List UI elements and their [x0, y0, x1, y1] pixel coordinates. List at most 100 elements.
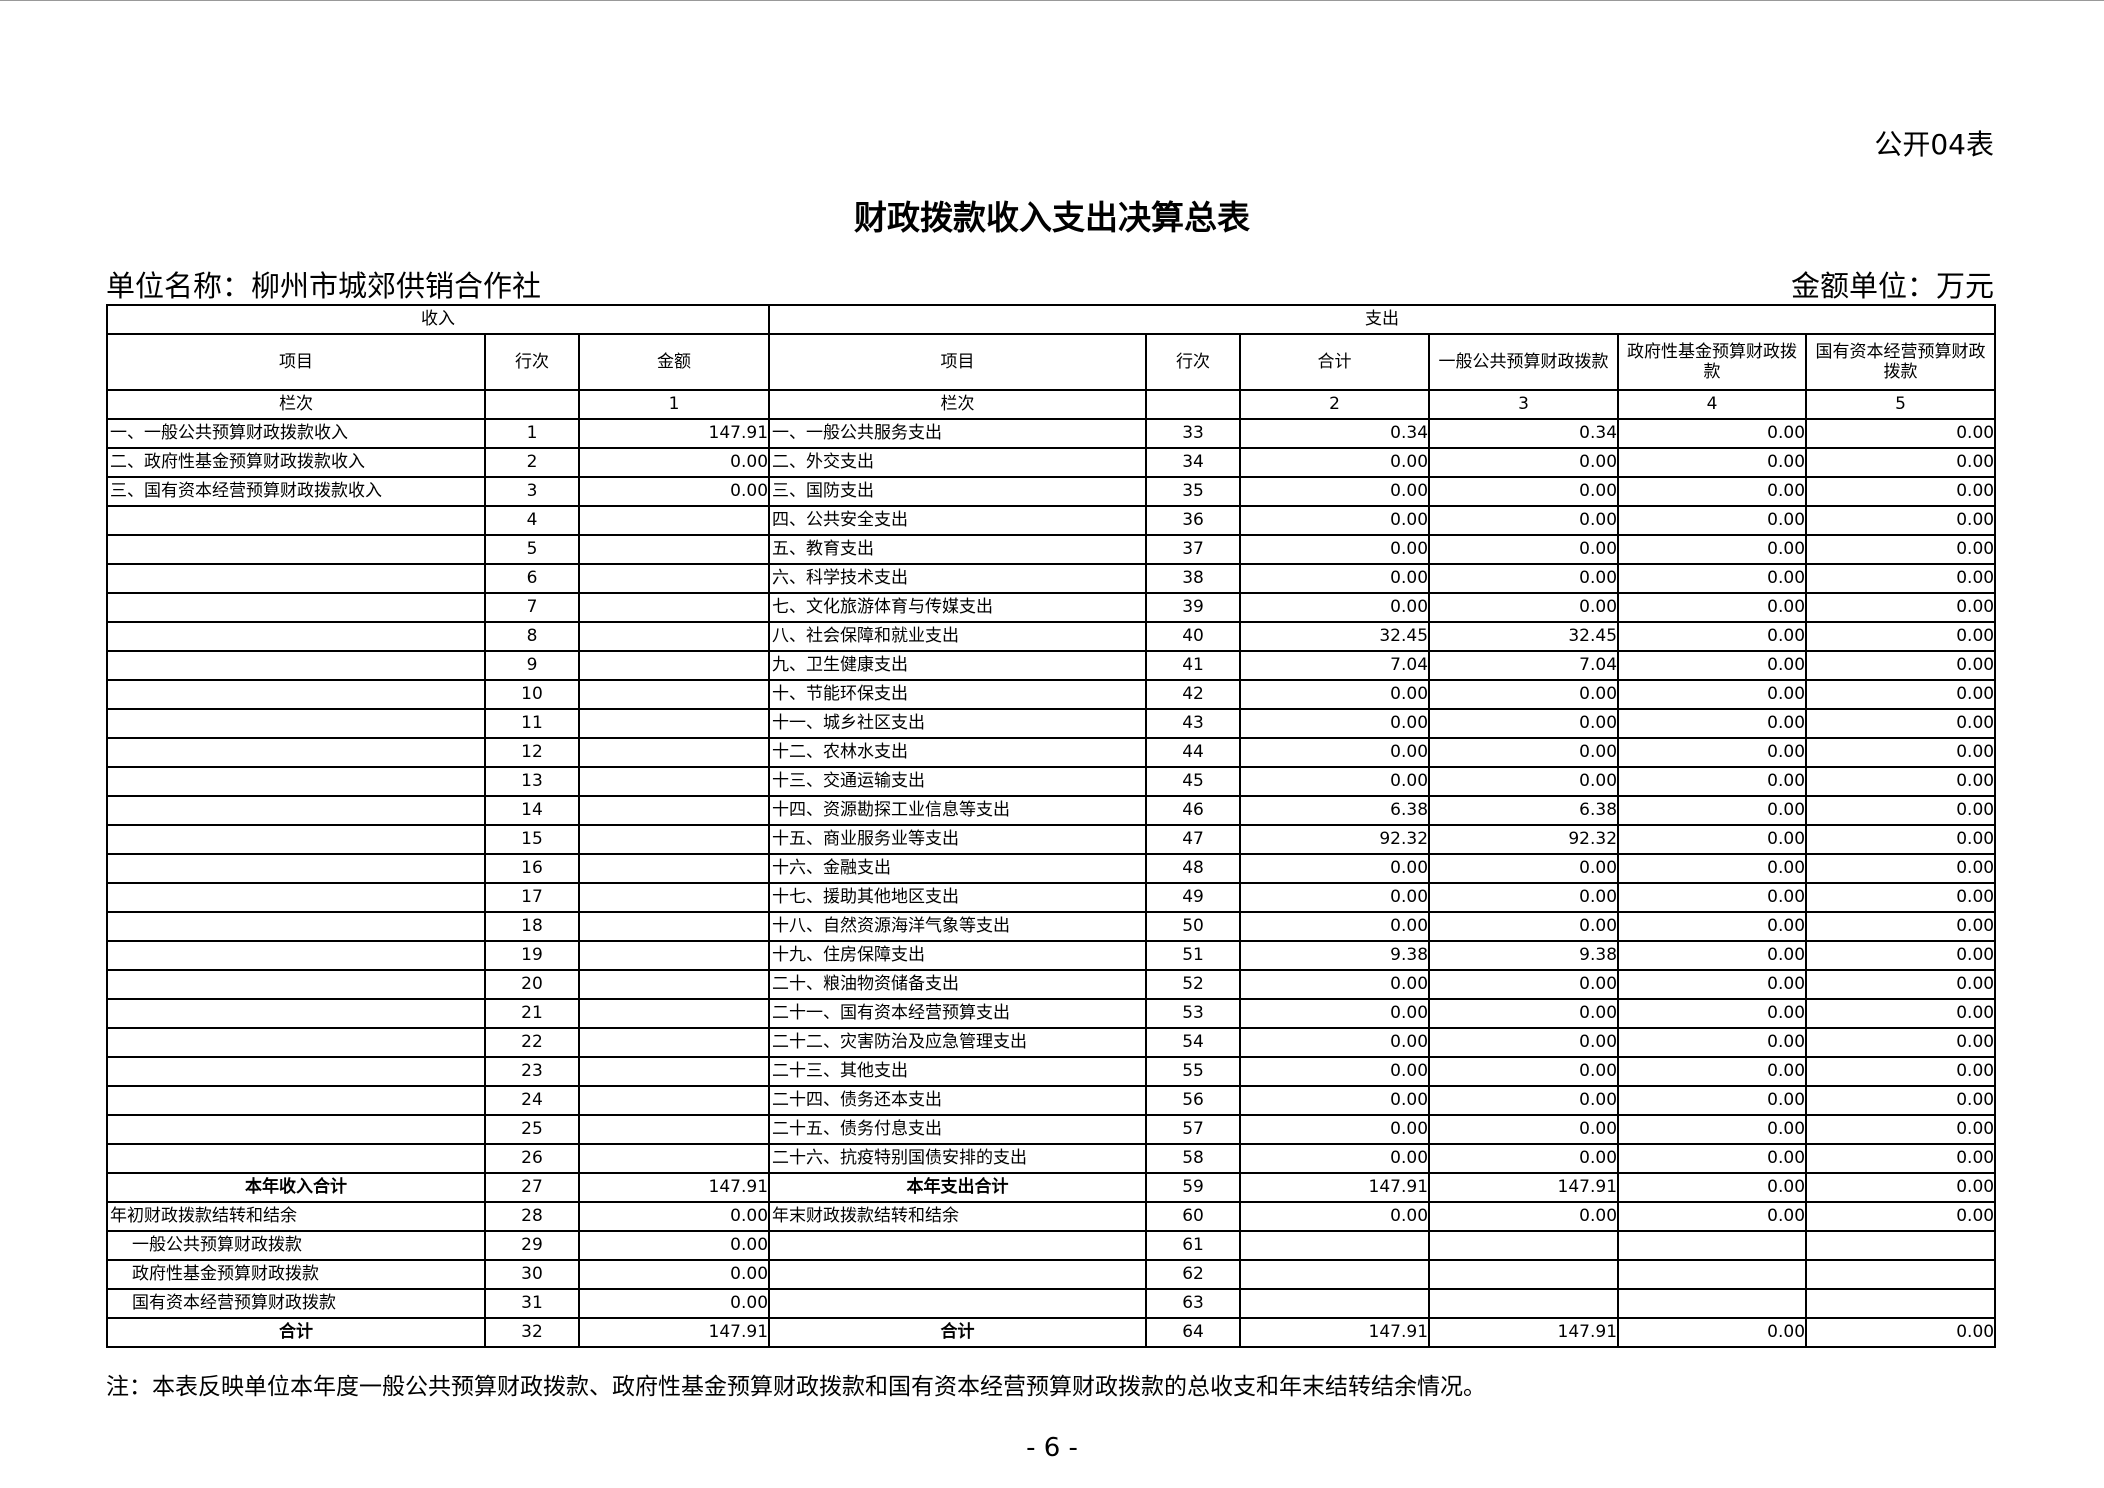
expense-state-capital-cell: 0.00 — [1805, 853, 1997, 884]
expense-item-cell: 十七、援助其他地区支出 — [768, 882, 1148, 913]
income-line-cell: 6 — [484, 563, 580, 594]
expense-line-cell: 61 — [1145, 1230, 1242, 1261]
table-row: 三、国有资本经营预算财政拨款收入 3 0.00 三、国防支出 35 0.00 0.00 0.0… — [106, 476, 1997, 507]
expense-line-cell: 52 — [1145, 969, 1242, 1000]
income-amount-cell: 0.00 — [577, 1259, 771, 1290]
income-amount-cell: 0.00 — [577, 476, 771, 507]
expense-general-cell: 147.91 — [1428, 1317, 1620, 1348]
income-line-cell: 20 — [484, 969, 580, 1000]
income-line-cell: 19 — [484, 940, 580, 971]
expense-line-cell: 53 — [1145, 998, 1242, 1029]
col-number: 5 — [1805, 389, 1997, 420]
expense-state-capital-cell: 0.00 — [1805, 911, 1997, 942]
expense-total-cell: 0.00 — [1239, 853, 1431, 884]
expense-line-cell: 62 — [1145, 1259, 1242, 1290]
form-number: 公开04表 — [1874, 128, 1994, 161]
col-number: 1 — [577, 389, 771, 420]
expense-total-cell: 0.00 — [1239, 1143, 1431, 1174]
income-amount-cell: 147.91 — [577, 1317, 771, 1348]
income-amount-cell: 0.00 — [577, 1288, 771, 1319]
expense-line-cell: 43 — [1145, 708, 1242, 739]
table-row: 6 六、科学技术支出 38 0.00 0.00 0.00 0.00 — [106, 563, 1997, 594]
income-item-cell — [106, 853, 486, 884]
expense-state-capital-cell: 0.00 — [1805, 998, 1997, 1029]
expense-gov-fund-cell: 0.00 — [1617, 1085, 1808, 1116]
income-line-cell: 11 — [484, 708, 580, 739]
expense-total-cell: 7.04 — [1239, 650, 1431, 681]
expense-state-capital-cell: 0.00 — [1805, 563, 1997, 594]
expense-total-cell: 0.00 — [1239, 505, 1431, 536]
expense-general-cell: 7.04 — [1428, 650, 1620, 681]
expense-total-cell: 32.45 — [1239, 621, 1431, 652]
income-line-cell: 30 — [484, 1259, 580, 1290]
table-row: 8 八、社会保障和就业支出 40 32.45 32.45 0.00 0.00 — [106, 621, 1997, 652]
expense-total-cell: 0.00 — [1239, 679, 1431, 710]
income-line-cell: 12 — [484, 737, 580, 768]
expense-gov-fund-cell: 0.00 — [1617, 969, 1808, 1000]
expense-total-cell: 0.34 — [1239, 418, 1431, 449]
income-amount-cell — [577, 853, 771, 884]
col-header-state-capital: 国有资本经营预算财政拨款 — [1805, 333, 1997, 391]
col-header-expense-line: 行次 — [1145, 333, 1242, 391]
table-row: 二、政府性基金预算财政拨款收入 2 0.00 二、外交支出 34 0.00 0.00 0.00… — [106, 447, 1997, 478]
expense-item-cell: 九、卫生健康支出 — [768, 650, 1148, 681]
expense-gov-fund-cell: 0.00 — [1617, 1143, 1808, 1174]
income-line-cell: 18 — [484, 911, 580, 942]
income-item-cell — [106, 1056, 486, 1087]
expense-state-capital-cell: 0.00 — [1805, 1143, 1997, 1174]
expense-general-cell — [1428, 1259, 1620, 1290]
empty-cell — [484, 389, 580, 420]
expense-general-cell: 0.00 — [1428, 708, 1620, 739]
expense-item-cell — [768, 1259, 1148, 1290]
expense-line-cell: 57 — [1145, 1114, 1242, 1145]
table-row: 22 二十二、灾害防治及应急管理支出 54 0.00 0.00 0.00 0.00 — [106, 1027, 1997, 1058]
expense-general-cell: 0.00 — [1428, 1201, 1620, 1232]
expense-total-cell: 147.91 — [1239, 1172, 1431, 1203]
income-amount-cell — [577, 766, 771, 797]
expense-line-cell: 54 — [1145, 1027, 1242, 1058]
table-row: 14 十四、资源勘探工业信息等支出 46 6.38 6.38 0.00 0.00 — [106, 795, 1997, 826]
table-row: 7 七、文化旅游体育与传媒支出 39 0.00 0.00 0.00 0.00 — [106, 592, 1997, 623]
expense-state-capital-cell — [1805, 1288, 1997, 1319]
income-item-cell: 本年收入合计 — [106, 1172, 486, 1203]
col-number: 2 — [1239, 389, 1431, 420]
income-amount-cell — [577, 592, 771, 623]
expense-gov-fund-cell: 0.00 — [1617, 708, 1808, 739]
income-item-cell — [106, 969, 486, 1000]
table-row: 一、一般公共预算财政拨款收入 1 147.91 一、一般公共服务支出 33 0.34 0.3… — [106, 418, 1997, 449]
expense-total-cell: 92.32 — [1239, 824, 1431, 855]
expense-state-capital-cell — [1805, 1230, 1997, 1261]
income-item-cell — [106, 563, 486, 594]
expense-item-cell: 合计 — [768, 1317, 1148, 1348]
expense-total-cell: 147.91 — [1239, 1317, 1431, 1348]
expense-line-cell: 36 — [1145, 505, 1242, 536]
expense-gov-fund-cell: 0.00 — [1617, 998, 1808, 1029]
income-item-cell — [106, 534, 486, 565]
expense-general-cell: 0.00 — [1428, 447, 1620, 478]
expense-line-cell: 47 — [1145, 824, 1242, 855]
expense-line-cell: 51 — [1145, 940, 1242, 971]
expense-total-cell: 0.00 — [1239, 447, 1431, 478]
income-item-cell — [106, 1143, 486, 1174]
expense-gov-fund-cell: 0.00 — [1617, 1056, 1808, 1087]
income-line-cell: 4 — [484, 505, 580, 536]
expense-state-capital-cell: 0.00 — [1805, 1172, 1997, 1203]
expense-gov-fund-cell: 0.00 — [1617, 795, 1808, 826]
expense-general-cell: 0.00 — [1428, 1056, 1620, 1087]
money-unit: 金额单位：万元 — [1790, 269, 1994, 303]
income-item-cell — [106, 1027, 486, 1058]
expense-general-cell: 0.00 — [1428, 766, 1620, 797]
expense-gov-fund-cell: 0.00 — [1617, 679, 1808, 710]
expense-total-cell: 0.00 — [1239, 592, 1431, 623]
table-row: 19 十九、住房保障支出 51 9.38 9.38 0.00 0.00 — [106, 940, 1997, 971]
header-row-column-numbers: 栏次 1 栏次 2 3 4 5 — [106, 389, 1997, 420]
expense-line-cell: 40 — [1145, 621, 1242, 652]
expense-general-cell: 0.00 — [1428, 882, 1620, 913]
col-header-income-line: 行次 — [484, 333, 580, 391]
expense-item-cell: 二十四、债务还本支出 — [768, 1085, 1148, 1116]
expense-general-cell: 0.00 — [1428, 592, 1620, 623]
expense-line-cell: 56 — [1145, 1085, 1242, 1116]
expense-line-cell: 44 — [1145, 737, 1242, 768]
table-row: 4 四、公共安全支出 36 0.00 0.00 0.00 0.00 — [106, 505, 1997, 536]
expense-item-cell: 二十五、债务付息支出 — [768, 1114, 1148, 1145]
